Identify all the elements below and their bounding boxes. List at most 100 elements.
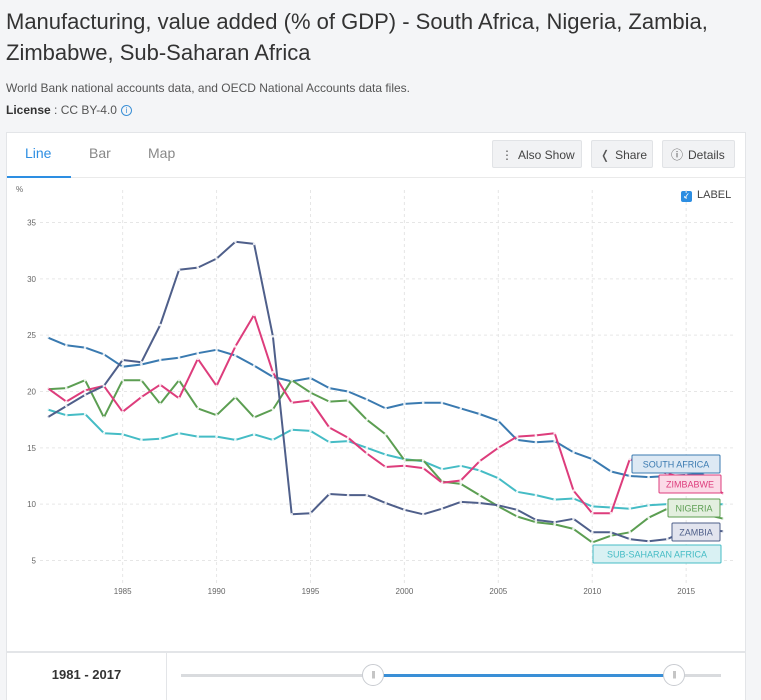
- data-point: [346, 399, 350, 402]
- data-point: [64, 404, 68, 408]
- data-point: [478, 493, 481, 497]
- also-show-button[interactable]: ⋮ Also Show: [492, 140, 582, 168]
- data-point: [196, 351, 200, 355]
- data-point: [140, 363, 143, 366]
- data-point: [234, 438, 237, 442]
- data-point: [478, 412, 481, 416]
- data-point: [158, 437, 162, 441]
- data-point: [309, 511, 312, 515]
- data-point: [102, 353, 106, 356]
- data-point: [140, 395, 143, 399]
- active-tab-indicator: [7, 176, 71, 178]
- data-point: [478, 460, 481, 463]
- data-point: [252, 364, 256, 367]
- share-icon: ❬: [600, 148, 611, 162]
- data-point: [327, 400, 331, 403]
- series-end-label-box: [631, 454, 721, 474]
- data-point: [722, 492, 726, 496]
- series-end-label-box: [592, 544, 722, 564]
- tab-line[interactable]: Line: [25, 145, 52, 161]
- series-end-label: SUB-SAHARAN AFRICA: [607, 550, 707, 560]
- info-icon[interactable]: i: [120, 105, 132, 116]
- data-point: [440, 467, 444, 471]
- data-point: [497, 419, 500, 423]
- year-slider-end-handle[interactable]: |||: [663, 664, 685, 686]
- data-point: [252, 416, 256, 419]
- data-point: [478, 501, 481, 505]
- data-point: [534, 493, 538, 497]
- series-end-label: ZIMBABWE: [666, 480, 714, 490]
- data-point: [346, 493, 350, 497]
- data-point: [647, 516, 650, 519]
- data-point: [553, 498, 556, 501]
- data-point: [553, 431, 556, 435]
- data-point: [572, 497, 575, 500]
- data-point: [647, 540, 650, 543]
- data-point: [271, 375, 275, 379]
- y-tick-label: 15: [27, 444, 36, 453]
- data-point: [196, 266, 200, 269]
- data-point: [196, 407, 200, 410]
- series-end-label-box: [667, 498, 721, 518]
- data-point: [271, 438, 275, 442]
- data-point: [590, 531, 594, 534]
- data-point: [515, 490, 519, 494]
- data-point: [215, 413, 218, 417]
- data-point: [609, 511, 613, 515]
- data-point: [102, 431, 106, 435]
- share-button[interactable]: ❬ Share: [591, 140, 653, 168]
- details-button[interactable]: ⓘ Details: [662, 140, 735, 168]
- data-point: [440, 401, 444, 405]
- data-point: [534, 518, 538, 522]
- data-point: [384, 433, 387, 436]
- series-line: [47, 408, 724, 510]
- data-point: [365, 398, 369, 401]
- y-tick-label: 20: [27, 388, 36, 397]
- data-point: [478, 469, 481, 472]
- data-point: [628, 507, 632, 510]
- data-point: [515, 438, 519, 442]
- data-point: [177, 268, 181, 272]
- license-value: : CC BY-4.0: [54, 103, 117, 117]
- year-range-label: 1981 - 2017: [7, 653, 167, 700]
- series-end-label: SOUTH AFRICA: [643, 460, 710, 470]
- data-point: [252, 242, 256, 246]
- data-point: [459, 482, 463, 486]
- data-point: [440, 507, 444, 510]
- data-point: [647, 475, 650, 479]
- tab-bar[interactable]: Bar: [89, 145, 111, 161]
- y-axis-label: %: [16, 185, 23, 194]
- data-point: [290, 378, 294, 382]
- data-point: [572, 517, 575, 521]
- data-point: [64, 400, 68, 403]
- data-point: [572, 451, 575, 454]
- data-point: [177, 356, 181, 360]
- tab-map[interactable]: Map: [148, 145, 176, 161]
- data-point: [346, 436, 350, 439]
- data-point: [271, 371, 275, 374]
- data-point: [553, 439, 556, 443]
- data-point: [346, 390, 350, 393]
- x-tick-label: 2010: [583, 587, 601, 596]
- x-tick-label: 2015: [677, 587, 695, 596]
- data-point: [252, 313, 256, 317]
- data-point: [403, 508, 406, 512]
- data-point: [83, 412, 87, 416]
- data-point: [609, 506, 613, 509]
- data-point: [121, 410, 124, 414]
- data-point: [271, 335, 275, 338]
- data-point: [421, 458, 425, 462]
- data-point: [215, 348, 218, 352]
- data-point: [403, 402, 406, 406]
- year-slider-selection: [366, 674, 668, 677]
- data-point: [140, 360, 143, 364]
- year-slider-start-handle[interactable]: |||: [362, 664, 384, 686]
- data-point: [290, 512, 294, 516]
- data-point: [384, 501, 387, 505]
- data-point: [459, 500, 463, 504]
- data-point: [46, 386, 49, 390]
- data-point: [140, 438, 143, 442]
- data-point: [590, 541, 594, 544]
- data-point: [515, 508, 519, 512]
